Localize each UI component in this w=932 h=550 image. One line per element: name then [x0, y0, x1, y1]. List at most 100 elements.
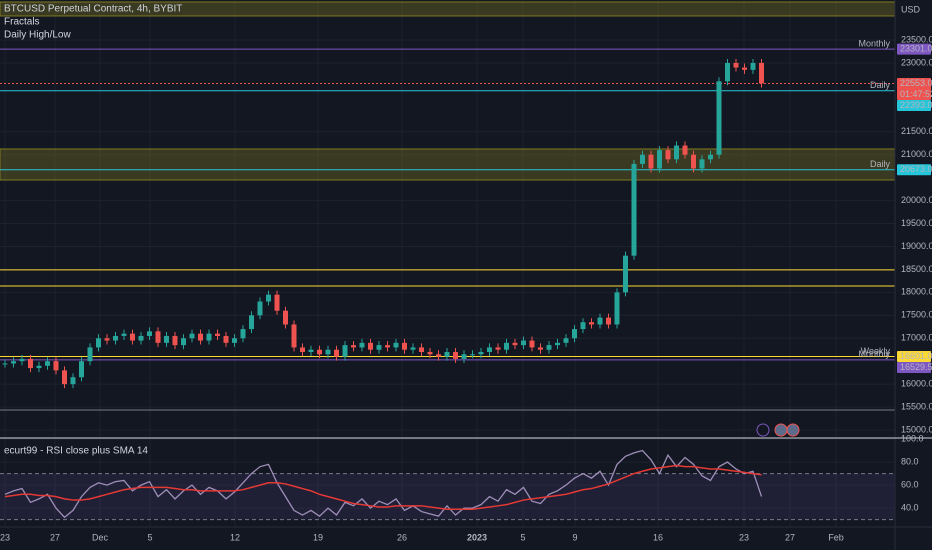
- candle-body: [283, 310, 288, 325]
- candle-body: [657, 150, 662, 169]
- candle-body: [368, 342, 373, 350]
- x-tick-label: Dec: [92, 532, 109, 542]
- x-tick-label: 26: [397, 532, 407, 542]
- candle-body: [410, 347, 416, 350]
- price-badge-label: 16601.0: [900, 351, 932, 361]
- y-tick-label: 17000.0: [901, 333, 932, 343]
- candle-body: [130, 333, 135, 341]
- candle-body: [427, 352, 433, 355]
- candle-body: [495, 347, 501, 350]
- candle-body: [682, 145, 688, 155]
- price-badge: [897, 164, 931, 176]
- candle-body: [419, 347, 424, 353]
- candle-body: [359, 342, 365, 348]
- candle-body: [631, 163, 637, 256]
- y-tick-label: 16000.0: [901, 379, 932, 389]
- candle-body: [589, 322, 594, 325]
- candle-body: [181, 338, 186, 346]
- icon[interactable]: [786, 423, 800, 437]
- candle-body: [563, 338, 569, 343]
- y-tick-label: 60.0: [901, 479, 919, 489]
- y-tick-label: 100.0: [901, 433, 924, 443]
- x-tick-label: 27: [785, 532, 795, 542]
- candle-body: [716, 81, 722, 155]
- candle-body: [759, 62, 764, 84]
- rsi-line: [4, 464, 762, 511]
- candle-body: [453, 352, 458, 359]
- icon[interactable]: [756, 423, 770, 437]
- candle-body: [317, 349, 322, 355]
- symbol-title: BTCUSD Perpetual Contract, 4h, BYBIT: [4, 4, 182, 15]
- candle-body: [147, 331, 152, 336]
- candle-body: [691, 154, 696, 169]
- candle-body: [597, 317, 603, 325]
- y-tick-label: 80.0: [901, 456, 919, 466]
- candle-body: [11, 361, 16, 364]
- candle-body: [546, 345, 552, 350]
- candle-body: [121, 333, 127, 336]
- candle-body: [113, 335, 118, 341]
- candle-body: [342, 345, 348, 357]
- indicator-name: Daily High/Low: [4, 30, 71, 41]
- candle-body: [351, 345, 356, 348]
- candle-body: [461, 354, 467, 359]
- candle-body: [240, 329, 246, 339]
- candle-body: [640, 154, 645, 164]
- candle-body: [257, 301, 263, 316]
- candle-body: [45, 361, 50, 366]
- candle-body: [665, 150, 671, 160]
- candle-body: [155, 331, 161, 343]
- x-tick-label: 16: [653, 532, 663, 542]
- y-tick-label: 23000.0: [901, 57, 932, 67]
- candle-body: [648, 154, 654, 169]
- candle-body: [274, 294, 280, 311]
- candle-body: [708, 154, 713, 160]
- event-icons[interactable]: [756, 423, 800, 437]
- candle-body: [478, 352, 484, 355]
- candle-body: [742, 67, 747, 70]
- candle-body: [444, 352, 450, 357]
- y-tick-label: 21000.0: [901, 149, 932, 159]
- candle-body: [266, 294, 271, 302]
- candle-body: [623, 255, 628, 293]
- price-badge: [897, 43, 931, 55]
- level-label: Weekly: [861, 346, 891, 356]
- level-label: Daily: [870, 159, 891, 169]
- y-tick-label: 18500.0: [901, 264, 932, 274]
- candle-body: [291, 324, 297, 348]
- candle-body: [614, 292, 620, 325]
- candle-body: [223, 335, 229, 343]
- candle-body: [172, 335, 178, 346]
- candle-body: [2, 363, 8, 365]
- y-tick-label: 19000.0: [901, 241, 932, 251]
- price-badge-label: 20673.0: [900, 164, 932, 174]
- y-tick-label: 20000.0: [901, 195, 932, 205]
- candle-body: [699, 159, 705, 169]
- x-tick-label: 23: [739, 532, 749, 542]
- candle-body: [164, 335, 169, 343]
- candle-body: [529, 340, 535, 348]
- icon[interactable]: [774, 423, 788, 437]
- price-badge: [897, 77, 931, 100]
- candle-body: [308, 349, 314, 353]
- price-badge: [897, 351, 931, 363]
- x-tick-label: 2023: [467, 532, 487, 542]
- level-label: Monthly: [858, 349, 890, 359]
- candle-body: [104, 338, 110, 341]
- candle-body: [79, 361, 84, 378]
- zone: [0, 148, 896, 181]
- y-tick-label: 15500.0: [901, 401, 932, 411]
- candle-body: [36, 365, 42, 369]
- candle-body: [436, 354, 441, 357]
- x-tick-label: 9: [572, 532, 577, 542]
- candle-body: [325, 349, 331, 355]
- indicator-name: Fractals: [4, 17, 40, 28]
- candle-body: [300, 347, 305, 353]
- x-tick-label: Feb: [828, 532, 844, 542]
- candle-body: [674, 145, 679, 160]
- candle-body: [733, 62, 739, 68]
- candle-body: [19, 358, 25, 362]
- price-badge: [897, 99, 931, 111]
